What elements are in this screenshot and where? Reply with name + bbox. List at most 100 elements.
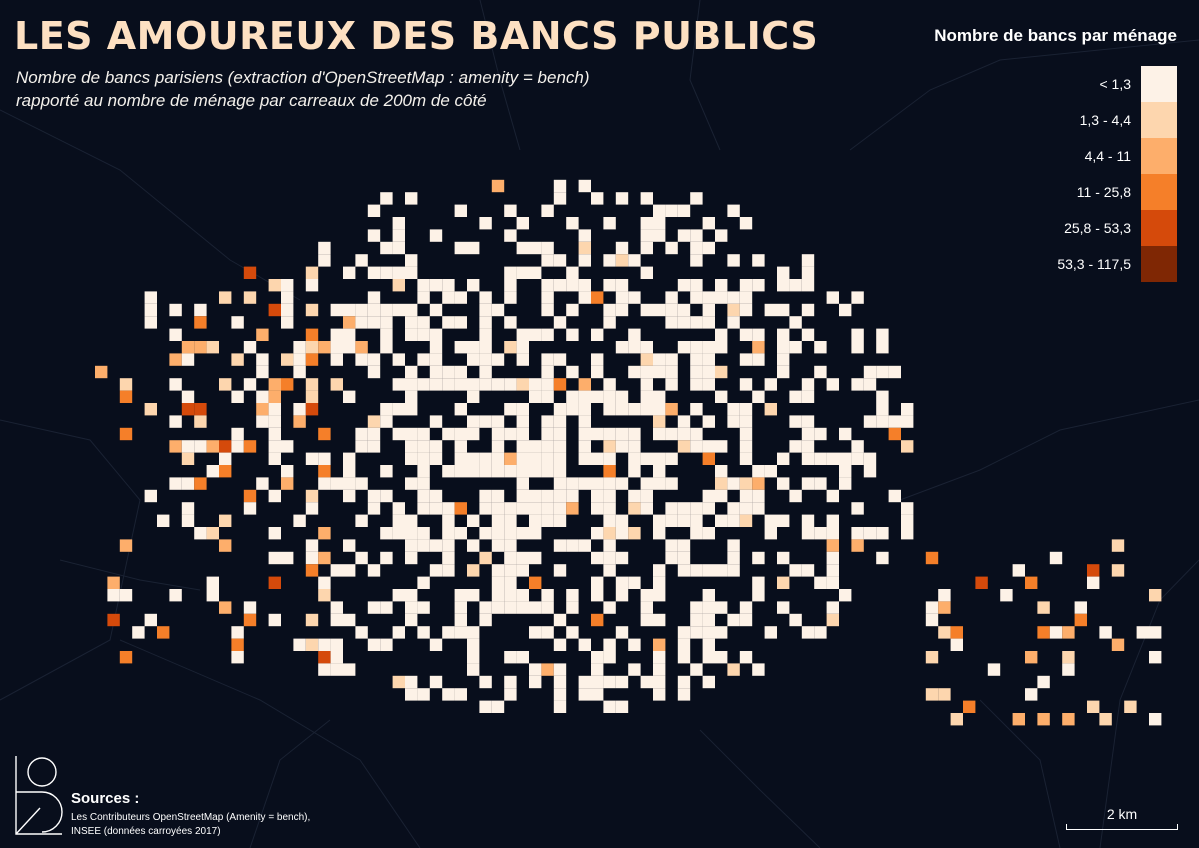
grid-cell — [628, 638, 641, 651]
subtitle-line-1: Nombre de bancs parisiens (extraction d'… — [16, 68, 590, 87]
grid-cell — [107, 576, 120, 589]
grid-cell — [144, 291, 157, 304]
grid-cell — [677, 440, 691, 453]
grid-cell — [454, 465, 467, 478]
grid-cell — [715, 390, 728, 403]
grid-cell — [318, 663, 331, 676]
grid-cell — [702, 378, 715, 391]
grid-cell — [504, 589, 517, 602]
grid-cell — [826, 527, 839, 540]
grid-cell — [653, 527, 666, 540]
grid-cell — [566, 626, 579, 639]
grid-cell — [826, 576, 839, 589]
grid-cell — [281, 465, 294, 478]
grid-cell — [355, 477, 368, 490]
grid-cell — [405, 527, 418, 540]
grid-cell — [752, 390, 765, 403]
grid-cell — [801, 279, 815, 292]
grid-cell — [367, 266, 381, 279]
grid-cell — [268, 440, 281, 453]
grid-cell — [206, 527, 219, 540]
grid-cell — [281, 316, 294, 329]
grid-cell — [826, 489, 839, 503]
grid-cell — [653, 465, 666, 478]
grid-cell — [417, 353, 430, 366]
grid-cell — [318, 254, 331, 267]
grid-cell — [442, 514, 455, 527]
grid-cell — [330, 663, 343, 676]
grid-cell — [1049, 626, 1063, 639]
grid-cell — [119, 427, 133, 441]
grid-cell — [529, 576, 542, 589]
grid-cell — [355, 353, 368, 366]
grid-cell — [491, 601, 505, 614]
grid-cell — [504, 403, 517, 416]
grid-cell — [119, 651, 133, 664]
grid-cell — [752, 279, 765, 292]
grid-cell — [615, 477, 629, 490]
grid-cell — [715, 514, 728, 527]
grid-cell — [677, 279, 691, 292]
grid-cell — [541, 589, 554, 602]
grid-cell — [454, 613, 467, 627]
grid-cell — [653, 589, 666, 602]
grid-cell — [392, 675, 405, 689]
grid-cell — [665, 291, 678, 304]
grid-cell — [417, 316, 430, 329]
grid-cell — [541, 626, 554, 639]
grid-cell — [529, 514, 542, 527]
grid-cell — [839, 465, 852, 478]
grid-cell — [553, 489, 567, 503]
grid-cell — [566, 266, 579, 279]
grid-cell — [417, 427, 430, 441]
grid-cell — [380, 316, 393, 329]
grid-cell — [417, 452, 430, 465]
grid-cell — [504, 452, 517, 465]
grid-cell — [194, 477, 207, 490]
grid-cell — [194, 440, 207, 453]
grid-cell — [863, 465, 877, 478]
grid-cell — [715, 279, 728, 292]
grid-cell — [367, 353, 381, 366]
grid-cell — [553, 638, 567, 651]
grid-cell — [367, 365, 381, 379]
grid-cell — [479, 316, 492, 329]
grid-cell — [442, 291, 455, 304]
grid-cell — [479, 527, 492, 540]
grid-cell — [491, 700, 505, 713]
grid-cell — [690, 365, 703, 379]
grid-cell — [504, 675, 517, 689]
grid-cell — [504, 378, 517, 391]
grid-cell — [727, 663, 740, 676]
grid-cell — [628, 341, 641, 354]
grid-cell — [281, 303, 294, 317]
grid-cell — [690, 316, 703, 329]
grid-cell — [789, 316, 802, 329]
grid-cell — [529, 390, 542, 403]
grid-cell — [677, 626, 691, 639]
grid-cell — [330, 638, 343, 651]
grid-cell — [119, 390, 133, 403]
grid-cell — [801, 415, 815, 428]
grid-cell — [305, 502, 319, 515]
grid-cell — [690, 403, 703, 416]
grid-cell — [851, 527, 864, 540]
grid-cell — [640, 217, 653, 230]
grid-cell — [194, 415, 207, 428]
grid-cell — [541, 291, 554, 304]
grid-cell — [367, 601, 381, 614]
grid-cell — [591, 353, 604, 366]
grid-cell — [653, 427, 666, 441]
grid-cell — [628, 465, 641, 478]
grid-cell — [739, 440, 753, 453]
grid-cell — [417, 688, 430, 701]
grid-cell — [715, 564, 728, 577]
grid-cell — [268, 527, 281, 540]
grid-cell — [169, 328, 182, 341]
grid-cell — [901, 527, 914, 540]
grid-cell — [243, 440, 257, 453]
grid-cell — [603, 477, 616, 490]
grid-cell — [640, 341, 653, 354]
grid-cell — [690, 254, 703, 267]
